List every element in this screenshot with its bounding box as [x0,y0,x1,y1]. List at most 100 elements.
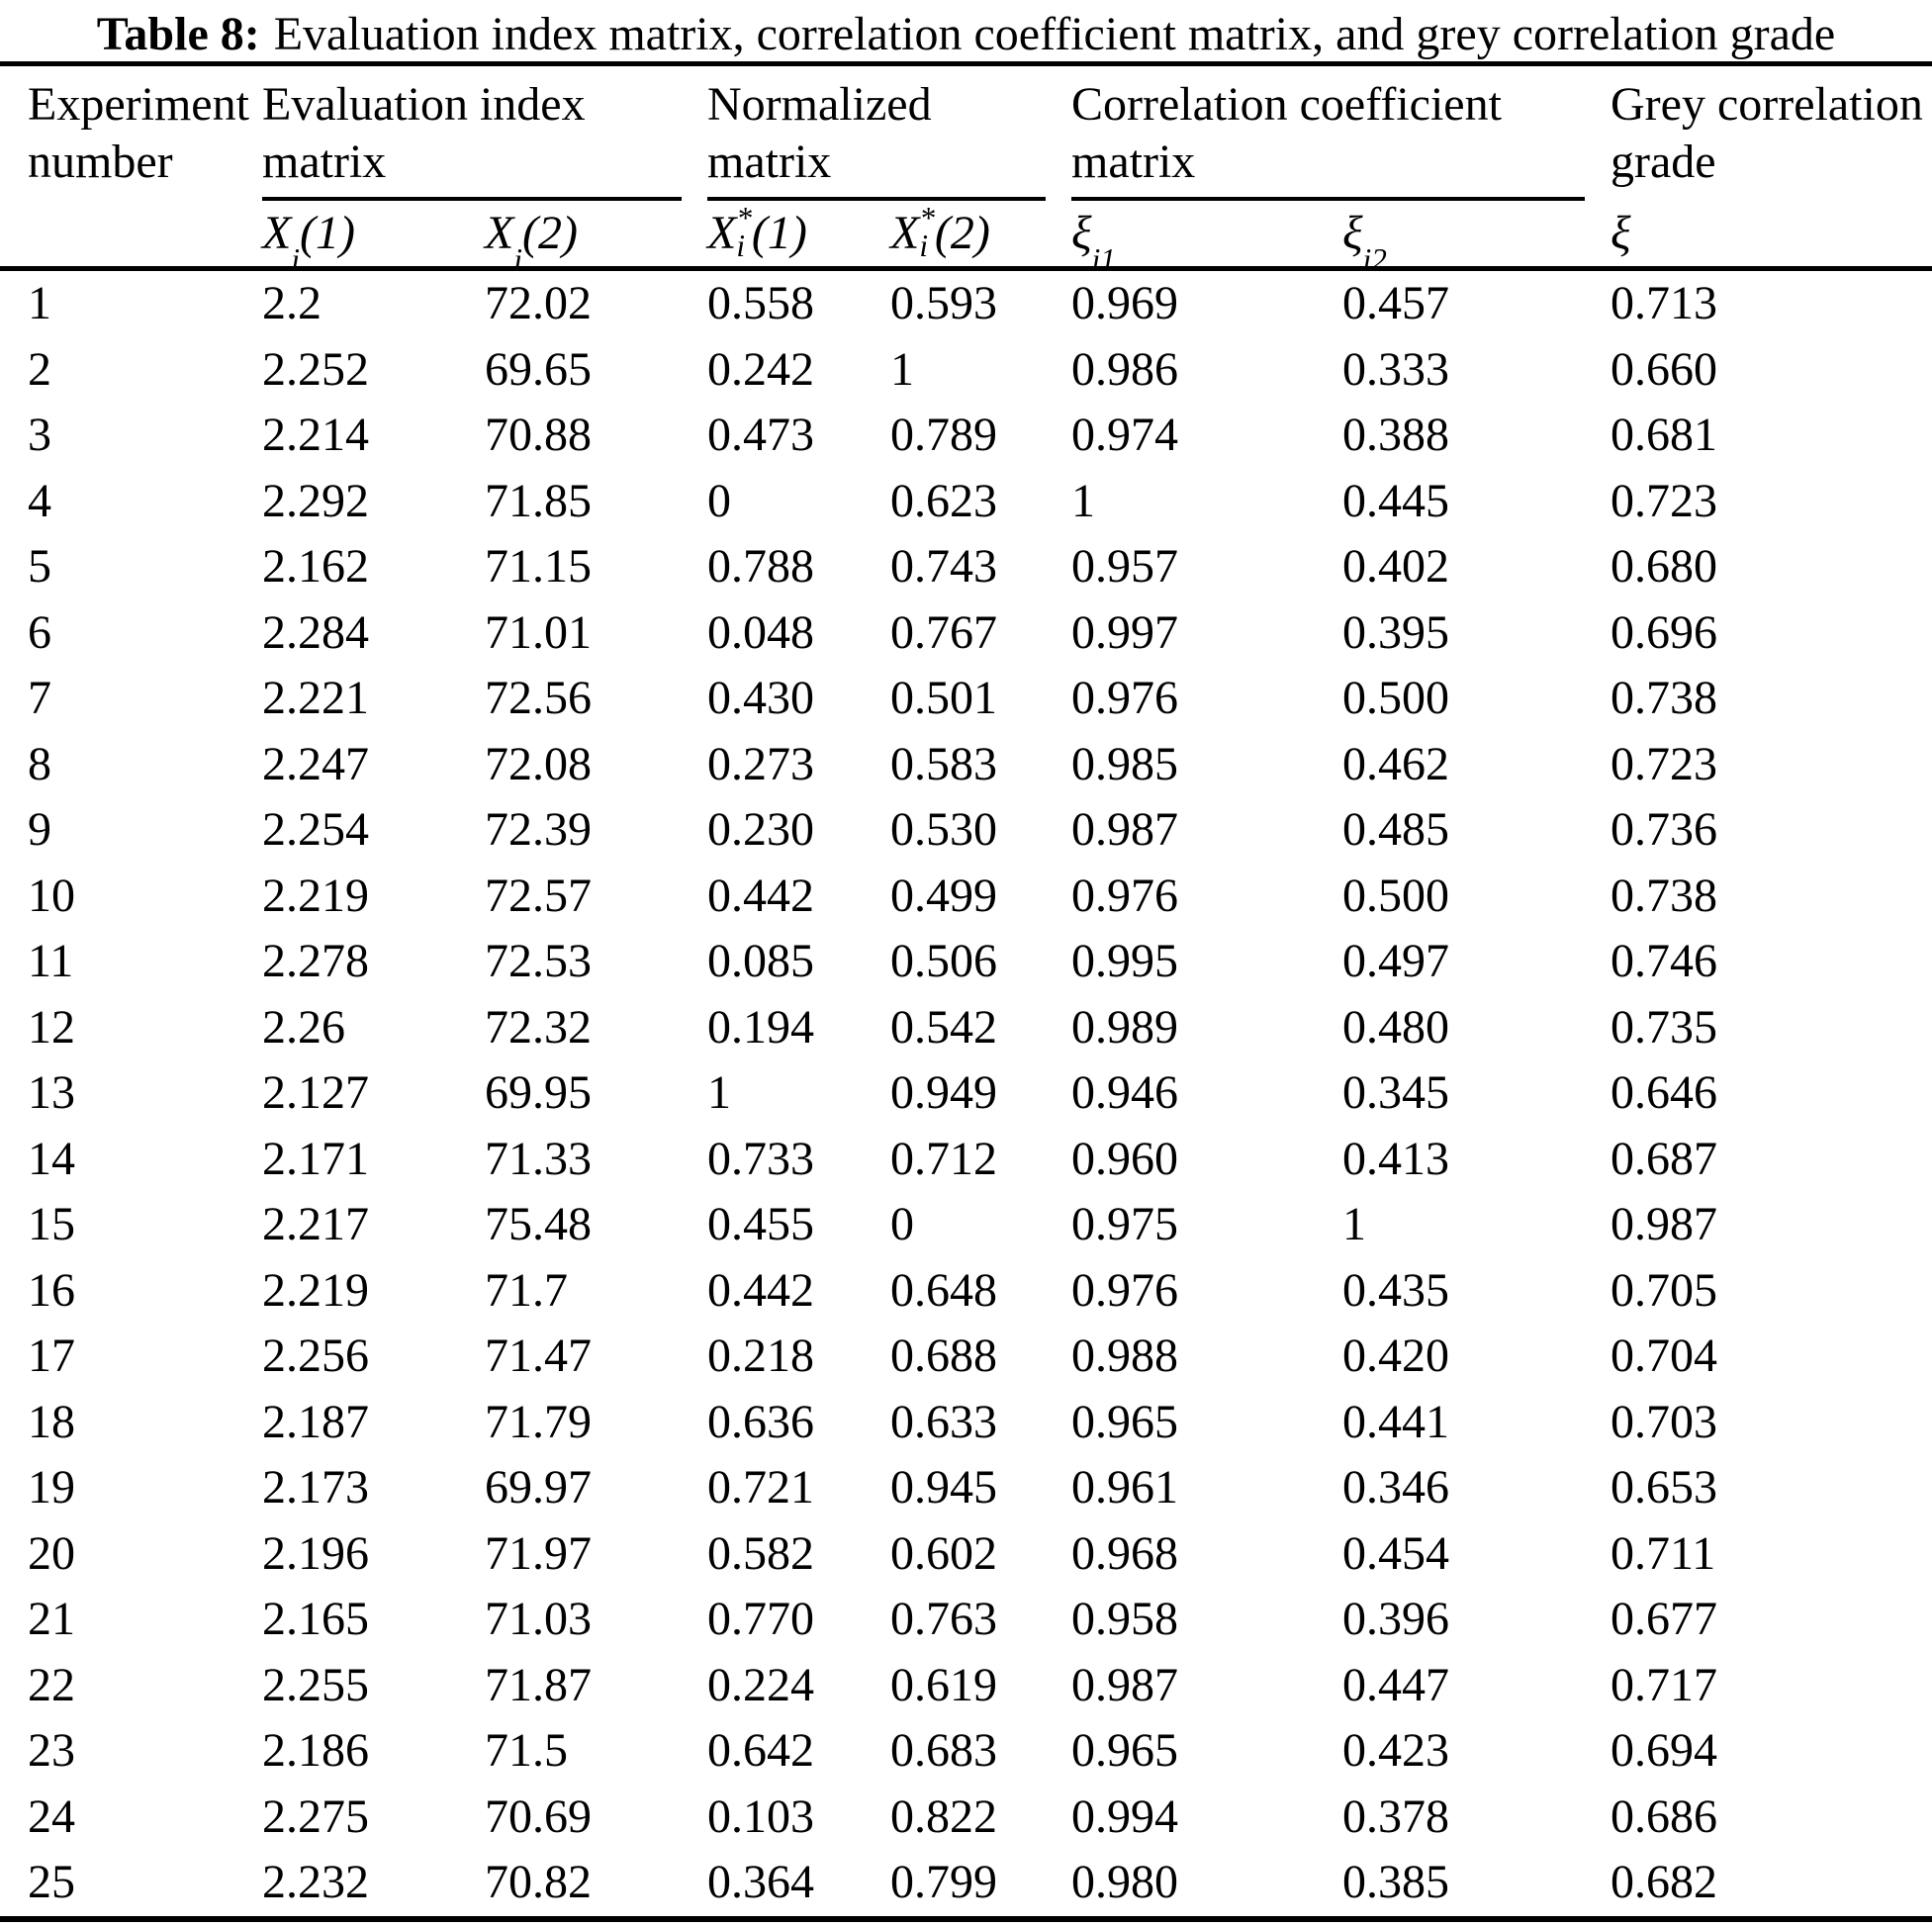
cell-xstar1: 0.558 [707,277,814,329]
cell-xstar1: 0.048 [707,605,814,659]
cell-xi1: 2.187 [262,1395,369,1448]
table-row: 2 2.252 69.65 0.242 1 0.986 0.333 0.660 [0,337,1932,404]
cell-corr1: 0.969 [1071,277,1178,329]
cell-xi1: 2.255 [262,1658,369,1711]
subheader-xi-i1: ξ i1 [1071,207,1116,277]
cell-xstar1: 0.085 [707,935,814,987]
cell-xi2: 71.15 [485,540,592,593]
cell-xstar2: 0.949 [890,1066,997,1119]
cell-experiment-number: 6 [28,605,51,659]
cell-xstar2: 0.542 [890,1000,997,1054]
cell-xstar1: 1 [707,1066,731,1119]
cell-xi2: 72.39 [485,803,592,856]
cell-xstar2: 0.688 [890,1330,997,1382]
cell-corr1: 0.989 [1071,1000,1178,1054]
cell-corr2: 0.500 [1342,869,1449,922]
cell-corr2: 0.435 [1342,1263,1449,1317]
cell-corr1: 0.980 [1071,1856,1178,1908]
cell-corr1: 0.974 [1071,409,1178,461]
cell-xi2: 72.53 [485,935,592,987]
cell-xi2: 71.47 [485,1330,592,1382]
cell-xstar1: 0.770 [707,1593,814,1645]
group-title: Evaluation index matrix [262,78,586,188]
cell-experiment-number: 24 [28,1789,75,1843]
cell-xi1: 2.2 [262,277,322,329]
cell-grey-grade: 0.723 [1610,737,1717,790]
cell-xstar1: 0.721 [707,1461,814,1514]
cell-experiment-number: 1 [28,277,51,329]
cell-corr2: 0.378 [1342,1789,1449,1843]
cell-xstar1: 0.582 [707,1526,814,1580]
cell-corr2: 0.420 [1342,1330,1449,1382]
cell-xstar1: 0.442 [707,869,814,922]
cell-xstar2: 0.619 [890,1658,997,1711]
cell-corr1: 0.987 [1071,803,1178,856]
cell-xi1: 2.284 [262,605,369,659]
cell-experiment-number: 16 [28,1263,75,1317]
cell-corr2: 0.413 [1342,1132,1449,1185]
cell-grey-grade: 0.736 [1610,803,1717,856]
cell-xi2: 71.79 [485,1395,592,1448]
cell-corr1: 0.987 [1071,1658,1178,1711]
cell-experiment-number: 17 [28,1330,75,1382]
table-caption-text: Evaluation index matrix, correlation coe… [273,8,1836,60]
cell-xi2: 71.85 [485,474,592,527]
subheader-empty [28,201,262,266]
cell-xstar2: 0.530 [890,803,997,856]
cell-corr1: 0.988 [1071,1330,1178,1382]
cell-xi1: 2.186 [262,1724,369,1777]
cell-corr1: 0.965 [1071,1395,1178,1448]
cell-xi1: 2.173 [262,1461,369,1514]
cell-grey-grade: 0.696 [1610,605,1717,659]
cell-xstar2: 0.767 [890,605,997,659]
table-row: 23 2.186 71.5 0.642 0.683 0.965 0.423 0.… [0,1718,1932,1785]
cell-experiment-number: 9 [28,803,51,856]
cell-experiment-number: 10 [28,869,75,922]
table-row: 22 2.255 71.87 0.224 0.619 0.987 0.447 0… [0,1653,1932,1719]
cell-experiment-number: 7 [28,672,51,724]
cell-corr1: 0.957 [1071,540,1178,593]
cell-experiment-number: 4 [28,474,51,527]
cell-corr2: 0.333 [1342,342,1449,396]
cell-corr2: 0.388 [1342,409,1449,461]
cell-xstar1: 0.273 [707,737,814,790]
cell-corr1: 0.946 [1071,1066,1178,1119]
group-header-correlation-coefficient-matrix: Correlation coefficient matrix [1071,76,1610,201]
cell-grey-grade: 0.713 [1610,277,1717,329]
table-row: 20 2.196 71.97 0.582 0.602 0.968 0.454 0… [0,1521,1932,1588]
cell-corr1: 0.975 [1071,1198,1178,1250]
group-title: Normalized matrix [707,78,932,188]
table-body: 1 2.2 72.02 0.558 0.593 0.969 0.457 0.71… [0,271,1932,1916]
cell-xi1: 2.219 [262,1263,369,1317]
table-row: 6 2.284 71.01 0.048 0.767 0.997 0.395 0.… [0,600,1932,667]
cell-experiment-number: 8 [28,737,51,790]
cell-corr2: 0.500 [1342,672,1449,724]
cell-experiment-number: 13 [28,1066,75,1119]
cell-xstar2: 0.799 [890,1856,997,1908]
cell-corr2: 0.441 [1342,1395,1449,1448]
cell-grey-grade: 0.723 [1610,474,1717,527]
cell-xi2: 72.02 [485,277,592,329]
cell-grey-grade: 0.680 [1610,540,1717,593]
cell-grey-grade: 0.717 [1610,1658,1717,1711]
cell-grey-grade: 0.653 [1610,1461,1717,1514]
table-row: 17 2.256 71.47 0.218 0.688 0.988 0.420 0… [0,1324,1932,1390]
cell-xstar1: 0.642 [707,1724,814,1777]
table-row: 4 2.292 71.85 0 0.623 1 0.445 0.723 [0,469,1932,535]
cell-xi1: 2.219 [262,869,369,922]
cell-corr1: 0.985 [1071,737,1178,790]
cell-xi1: 2.217 [262,1198,369,1250]
cell-xstar1: 0.230 [707,803,814,856]
table-group-header-row: Experiment number Evaluation index matri… [0,66,1932,201]
cell-xstar2: 1 [890,342,914,396]
cell-corr1: 1 [1071,474,1095,527]
group-underline [1071,197,1585,201]
group-underline [262,197,682,201]
cell-xstar2: 0.945 [890,1461,997,1514]
cell-experiment-number: 22 [28,1658,75,1711]
table-top-rule [0,61,1932,66]
cell-xi1: 2.256 [262,1330,369,1382]
cell-xstar1: 0.224 [707,1658,814,1711]
group-header-experiment-number: Experiment number [28,76,262,201]
